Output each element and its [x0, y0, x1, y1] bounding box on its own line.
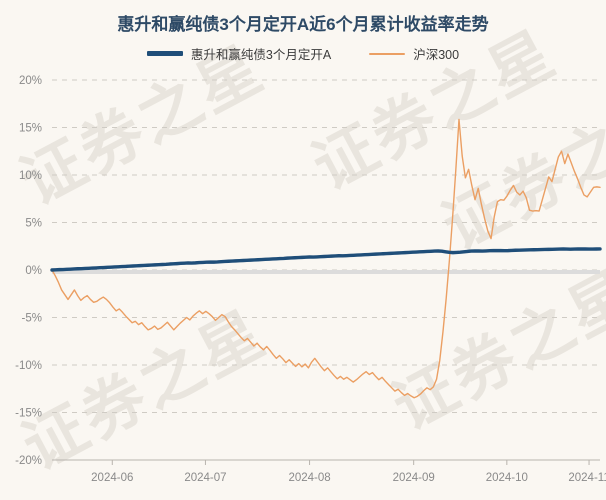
chart-legend: 惠升和赢纯债3个月定开A 沪深300 [0, 44, 606, 63]
y-axis-tick-label: -20% [15, 455, 42, 467]
x-axis-tick-label: 2024-09 [393, 472, 435, 484]
x-axis-tick-label: 2024-11 [568, 472, 606, 484]
y-axis-tick-label: 15% [19, 123, 42, 135]
legend-swatch-index [369, 52, 406, 55]
x-axis-tick-label: 2024-06 [91, 472, 133, 484]
legend-label-index: 沪深300 [413, 48, 460, 62]
legend-item-index[interactable]: 沪深300 [369, 44, 459, 63]
x-axis-tick-label: 2024-10 [486, 472, 528, 484]
series-line-fund [50, 247, 602, 272]
y-axis-tick-label: -10% [15, 360, 42, 372]
x-axis-tick-label: 2024-08 [288, 472, 330, 484]
x-axis-tick-label: 2024-07 [184, 472, 226, 484]
legend-swatch-fund [146, 51, 183, 56]
page-title: 惠升和赢纯债3个月定开A近6个月累计收益率走势 [117, 15, 489, 34]
legend-item-fund[interactable]: 惠升和赢纯债3个月定开A [146, 44, 332, 63]
series-line-index [51, 118, 601, 399]
y-axis-tick-label: 5% [25, 218, 42, 230]
y-axis-tick-label: 0% [25, 265, 42, 277]
y-axis-tick-label: -5% [22, 313, 42, 325]
y-axis-tick-label: 20% [19, 75, 42, 87]
y-axis-tick-label: 10% [19, 170, 42, 182]
y-axis-tick-label: -15% [15, 408, 42, 420]
legend-label-fund: 惠升和赢纯债3个月定开A [190, 48, 332, 62]
